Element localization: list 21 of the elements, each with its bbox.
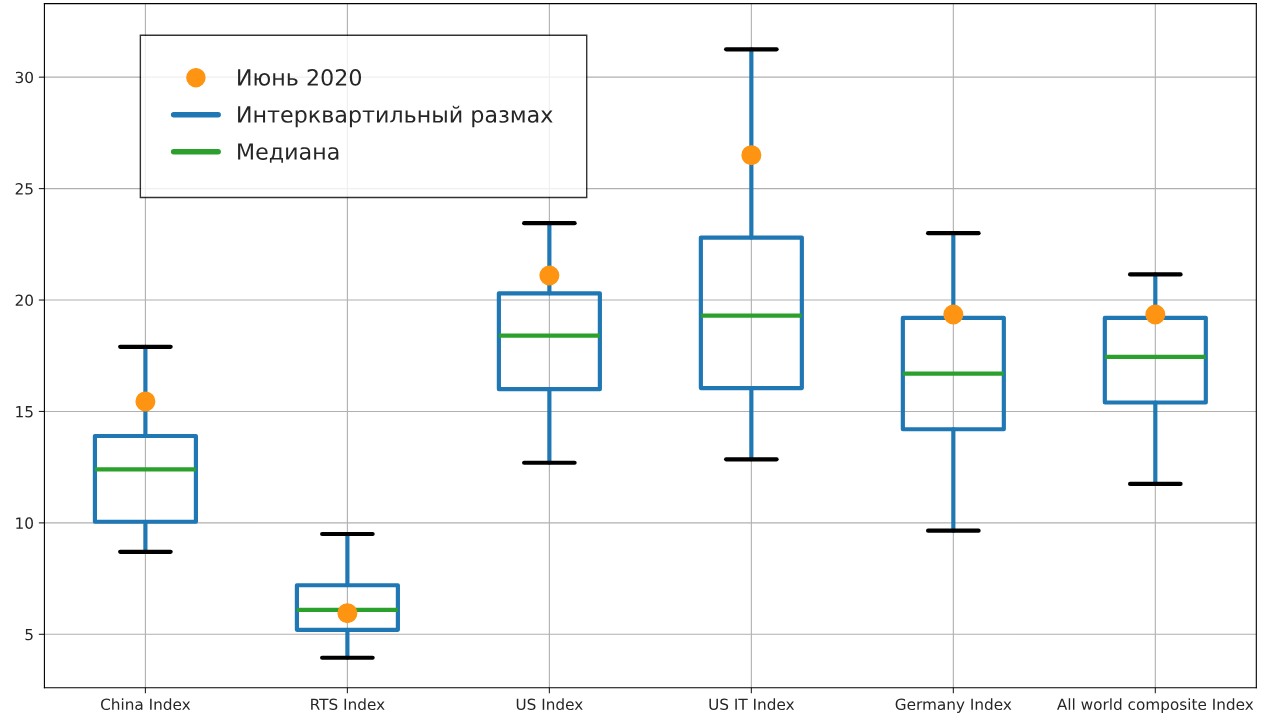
point bbox=[943, 304, 964, 325]
y-tick-label: 20 bbox=[15, 294, 33, 307]
x-tick-label: US Index bbox=[516, 698, 583, 711]
y-tick-label: 25 bbox=[15, 183, 33, 195]
point bbox=[337, 603, 358, 624]
annotation: Медиана bbox=[238, 143, 339, 163]
legend-label: Интерквартильный размах bbox=[238, 105, 553, 128]
y-tick-label: 15 bbox=[16, 406, 33, 418]
point bbox=[1145, 304, 1166, 325]
x-tick-label: Germany Index bbox=[895, 698, 1012, 713]
y-tick-label: 30 bbox=[15, 71, 33, 84]
point bbox=[135, 391, 156, 412]
point bbox=[741, 145, 762, 166]
x-tick-label: China Index bbox=[100, 698, 191, 711]
point bbox=[539, 265, 560, 286]
y-tick-label: 10 bbox=[16, 517, 33, 529]
x-tick-label: US IT Index bbox=[709, 698, 795, 711]
y-tick-label: 5 bbox=[25, 628, 33, 641]
legend-label: Июнь 2020 bbox=[238, 68, 362, 86]
x-tick-label: All world composite Index bbox=[1056, 698, 1254, 713]
x-tick-label: RTS Index bbox=[311, 698, 385, 711]
